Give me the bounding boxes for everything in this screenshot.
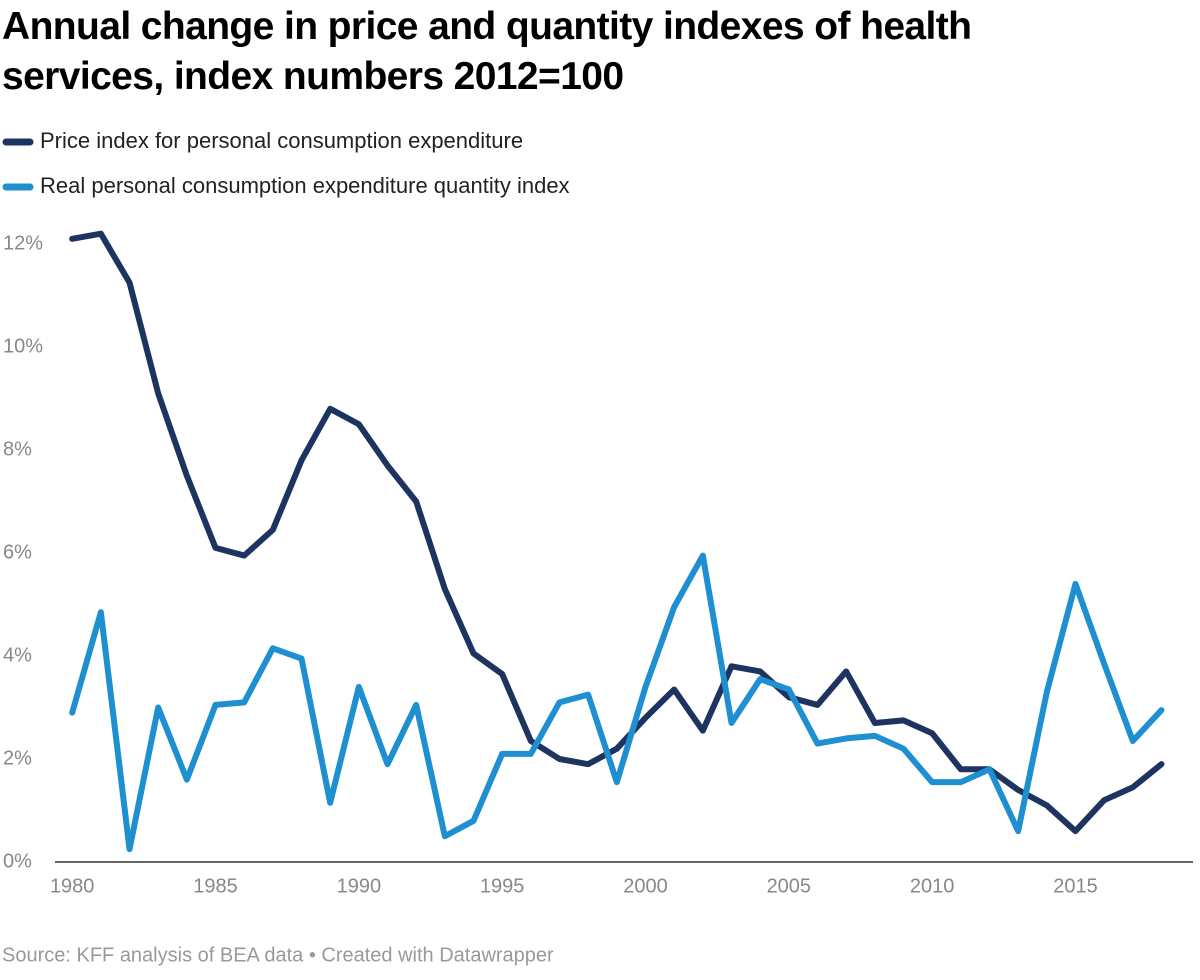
legend-label: Real personal consumption expenditure qu… xyxy=(40,173,570,198)
y-tick-label: 4% xyxy=(3,644,32,666)
y-tick-label: 0% xyxy=(3,850,32,872)
legend-label: Price index for personal consumption exp… xyxy=(40,128,523,153)
x-tick-label: 1990 xyxy=(337,875,382,897)
x-tick-label: 1995 xyxy=(480,875,525,897)
series-line xyxy=(69,552,1165,853)
x-tick-label: 2015 xyxy=(1053,875,1098,897)
x-tick-label: 2010 xyxy=(910,875,955,897)
y-tick-label: 6% xyxy=(3,541,32,563)
y-tick-label: 2% xyxy=(3,747,32,769)
y-tick-label: 10% xyxy=(3,335,43,357)
y-tick-label: 8% xyxy=(3,438,32,460)
y-tick-label: 12% xyxy=(3,232,43,254)
chart-title: Annual change in price and quantity inde… xyxy=(2,5,972,98)
series-line xyxy=(69,230,1165,835)
x-tick-label: 2005 xyxy=(767,875,812,897)
x-tick-label: 1980 xyxy=(50,875,95,897)
x-tick-label: 1985 xyxy=(193,875,238,897)
x-tick-label: 2000 xyxy=(623,875,668,897)
source: Source: KFF analysis of BEA data • Creat… xyxy=(2,944,554,966)
